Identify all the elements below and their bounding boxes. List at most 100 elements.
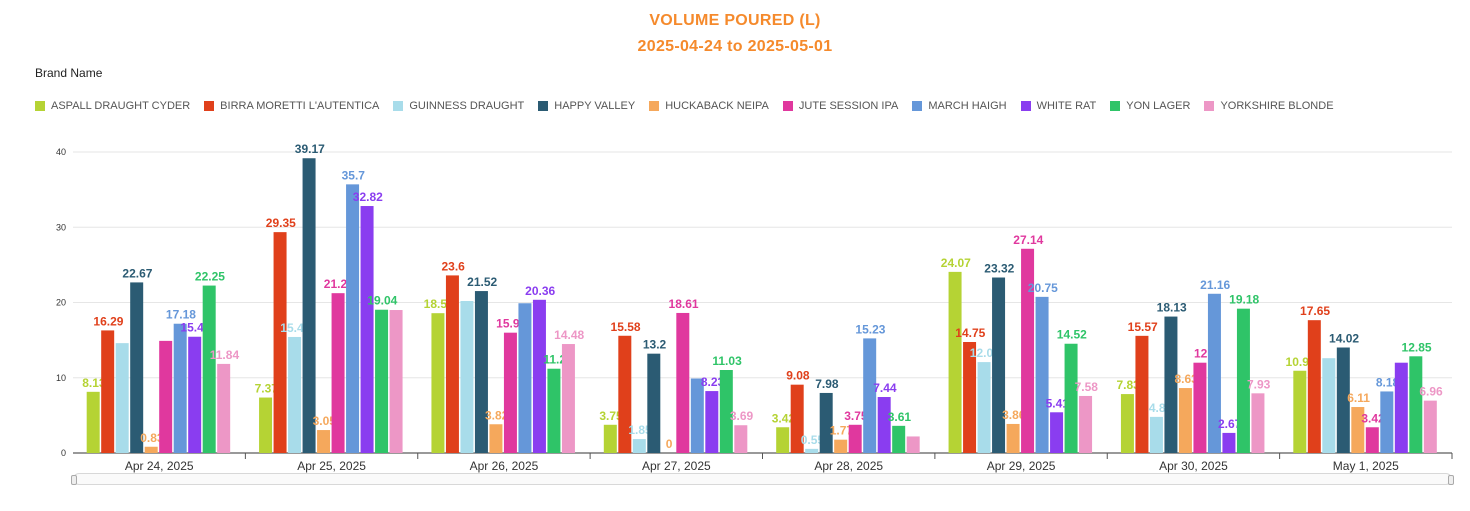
bar [1380, 391, 1394, 453]
scroll-handle-left[interactable] [71, 475, 77, 485]
bar [346, 184, 360, 454]
scroll-handle-right[interactable] [1448, 475, 1454, 485]
legend-swatch [393, 101, 404, 111]
data-label: 23.6 [442, 259, 466, 273]
bar [1351, 407, 1365, 453]
bar [130, 282, 144, 453]
legend-item[interactable]: HAPPY VALLEY [538, 100, 635, 112]
bar [445, 275, 459, 453]
data-label: 1.77 [830, 424, 854, 438]
legend-item[interactable]: JUTE SESSION IPA [782, 100, 898, 112]
bar [259, 397, 273, 453]
bar [863, 338, 877, 453]
bar [503, 332, 517, 453]
bar [1322, 358, 1336, 453]
horizontal-scrollbar[interactable] [71, 473, 1454, 485]
y-tick-label: 30 [56, 222, 66, 232]
legend-item[interactable]: ASPALL DRAUGHT CYDER [35, 100, 190, 112]
data-label: 3.75 [599, 409, 623, 423]
y-tick-label: 20 [56, 298, 66, 308]
data-label: 39.17 [295, 142, 325, 156]
bar [532, 299, 546, 453]
bar [1251, 393, 1265, 453]
bar [317, 430, 331, 453]
chart-subtitle: 2025-04-24 to 2025-05-01 [637, 38, 833, 55]
legend-item[interactable]: WHITE RAT [1020, 100, 1096, 112]
bar [159, 340, 173, 453]
bar [790, 384, 804, 453]
bar [217, 363, 231, 453]
bar [734, 425, 748, 453]
bar [1149, 416, 1163, 453]
data-label: 14.48 [554, 328, 584, 342]
data-label: 0.83 [140, 431, 164, 445]
data-label: 0.55 [801, 433, 825, 447]
bar [618, 335, 632, 453]
y-tick-label: 10 [56, 373, 66, 383]
data-label: 6.96 [1419, 385, 1443, 399]
data-label: 27.14 [1013, 233, 1043, 247]
legend-item[interactable]: HUCKABACK NEIPA [649, 100, 769, 112]
legend-item[interactable]: BIRRA MORETTI L'AUTENTICA [204, 100, 379, 112]
bar [489, 424, 503, 453]
data-label: 8.13 [82, 376, 106, 390]
y-tick-label: 0 [61, 448, 66, 458]
bar [331, 293, 345, 453]
data-label: 21.52 [467, 275, 497, 289]
bar [1006, 423, 1020, 453]
data-label: 3.42 [772, 411, 796, 425]
x-tick-label: Apr 30, 2025 [1159, 459, 1228, 473]
bar [1193, 362, 1207, 453]
bar [948, 271, 962, 453]
legend-item[interactable]: YORKSHIRE BLONDE [1204, 100, 1334, 112]
bar [1293, 370, 1307, 453]
bar [1050, 412, 1064, 453]
bar [906, 436, 920, 453]
bar [360, 206, 374, 453]
bar [1394, 362, 1408, 453]
legend-item[interactable]: MARCH HAIGH [912, 100, 1007, 112]
bar [963, 342, 977, 453]
x-tick-label: Apr 29, 2025 [987, 459, 1056, 473]
data-label: 22.67 [122, 266, 152, 280]
data-label: 2.67 [1218, 417, 1242, 431]
bar [518, 303, 532, 453]
bar [848, 424, 862, 453]
data-label: 29.35 [266, 216, 296, 230]
data-label: 0 [666, 437, 673, 451]
data-label: 15.58 [611, 320, 641, 334]
bar [86, 391, 100, 453]
data-label: 6.11 [1347, 391, 1370, 405]
bar [188, 336, 202, 453]
bar [877, 397, 891, 453]
bar [460, 300, 474, 453]
data-label: 24.07 [941, 256, 971, 270]
data-label: 16.29 [93, 314, 123, 328]
legend-label: BIRRA MORETTI L'AUTENTICA [220, 100, 380, 112]
data-label: 3.05 [313, 414, 337, 428]
data-label: 7.98 [815, 377, 839, 391]
legend-item[interactable]: YON LAGER [1110, 100, 1190, 112]
bar [834, 439, 848, 453]
bar [474, 291, 488, 453]
data-label: 18.13 [1157, 301, 1187, 315]
data-label: 3.42 [1361, 411, 1385, 425]
legend-item[interactable]: GUINNESS DRAUGHT [393, 100, 524, 112]
data-label: 14.02 [1329, 331, 1359, 345]
chart-title: VOLUME POURED (L) [649, 12, 821, 29]
bar [690, 378, 704, 453]
x-tick-label: Apr 25, 2025 [297, 459, 366, 473]
x-tick-label: Apr 28, 2025 [814, 459, 883, 473]
data-label: 19.18 [1229, 293, 1259, 307]
bar [1222, 432, 1236, 453]
legend-label: HAPPY VALLEY [554, 100, 636, 112]
bar [819, 392, 833, 453]
legend-swatch [1110, 101, 1121, 111]
legend-title: Brand Name [35, 66, 103, 80]
bar [1307, 320, 1321, 453]
data-label: 8.18 [1376, 375, 1400, 389]
data-label: 7.93 [1247, 377, 1271, 391]
bar [632, 439, 646, 453]
bar [1207, 293, 1221, 453]
